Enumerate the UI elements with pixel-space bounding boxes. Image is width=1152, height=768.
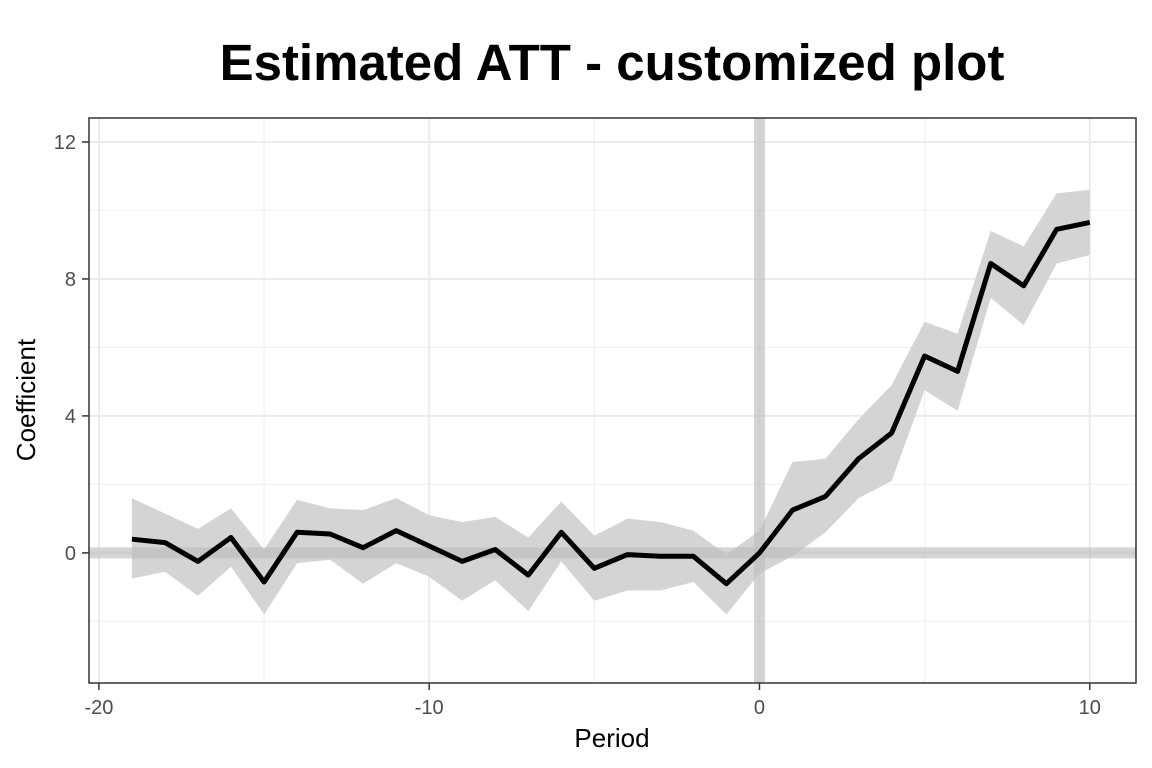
x-axis-title: Period (574, 723, 649, 753)
chart-title: Estimated ATT - customized plot (220, 34, 1005, 91)
panel-border (88, 117, 1137, 684)
confidence-band-group (131, 189, 1090, 615)
y-tick-label: 12 (54, 132, 76, 154)
x-tick-label: -20 (84, 697, 113, 719)
x-tick-label: 0 (754, 697, 765, 719)
x-tick-label: 10 (1079, 697, 1101, 719)
y-axis-title: Coefficient (11, 338, 41, 461)
estimate-line-group (131, 219, 1091, 587)
y-tick-label: 8 (65, 269, 76, 291)
x-tick-label: -10 (415, 697, 444, 719)
y-tick-label: 0 (65, 543, 76, 565)
axes: -20 -10 0 10 0 4 8 12 (54, 117, 1137, 719)
confidence-band (131, 189, 1090, 615)
grid-lines (89, 118, 1136, 683)
reference-lines (89, 118, 1136, 683)
y-tick-label: 4 (65, 406, 76, 428)
estimate-line (131, 219, 1091, 587)
